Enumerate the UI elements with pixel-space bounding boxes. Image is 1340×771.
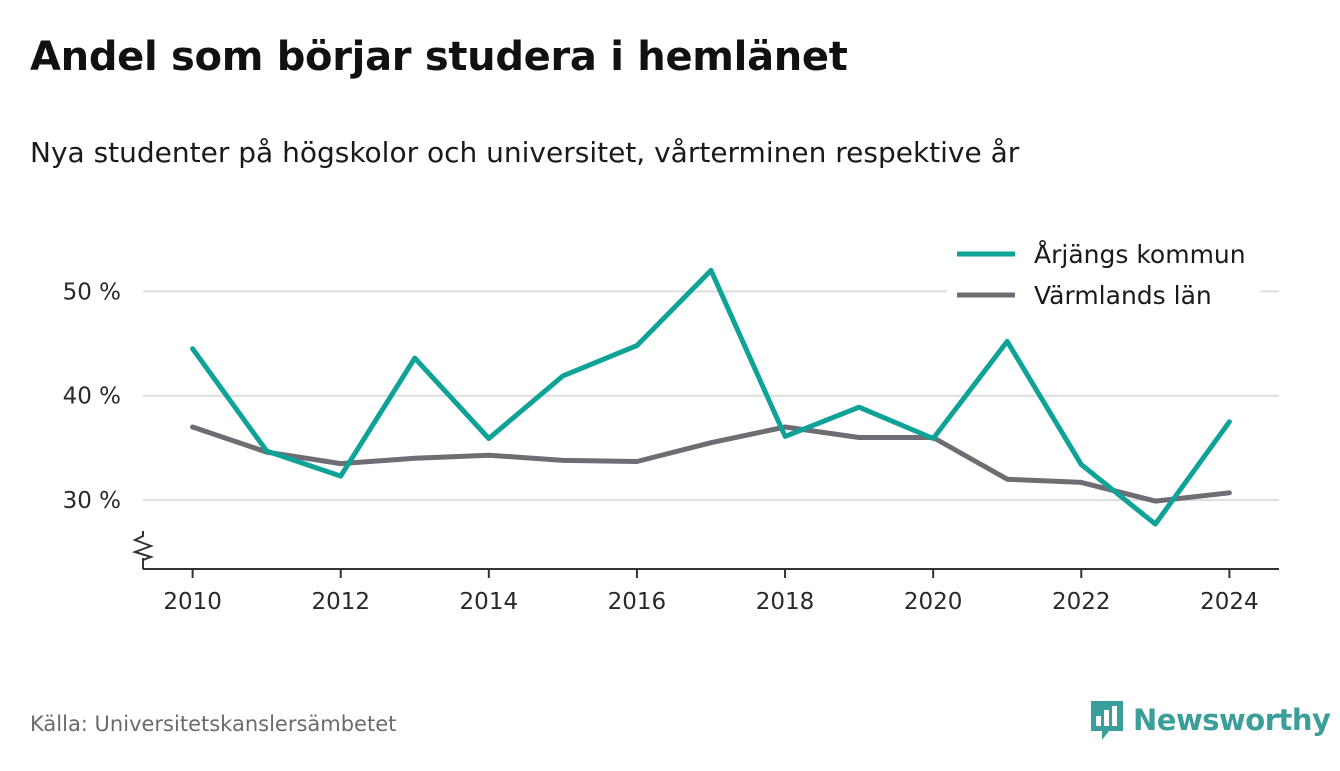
x-tick-label: 2012 bbox=[311, 589, 370, 615]
x-tick-label: 2022 bbox=[1052, 589, 1111, 615]
newsworthy-logo-icon bbox=[1091, 701, 1123, 740]
y-axis-break-icon bbox=[131, 531, 155, 569]
y-axis-ticks: 30 % 40 % 50 % bbox=[63, 279, 121, 514]
brand-logo[interactable]: Newsworthy bbox=[1089, 698, 1331, 742]
legend-label: Årjängs kommun bbox=[1034, 240, 1246, 269]
y-tick-label: 30 % bbox=[63, 488, 121, 514]
brand-name: Newsworthy bbox=[1133, 703, 1331, 737]
x-tick-label: 2014 bbox=[460, 589, 519, 615]
x-axis-ticks: 2010 2012 2014 2016 2018 2020 2022 2024 bbox=[163, 569, 1259, 615]
series-lines bbox=[190, 267, 1232, 527]
series-line-2 bbox=[190, 424, 1232, 504]
x-tick-label: 2016 bbox=[608, 589, 667, 615]
chart-title: Andel som börjar studera i hemlänet bbox=[30, 34, 848, 80]
legend-label: Värmlands län bbox=[1034, 281, 1212, 310]
y-tick-label: 40 % bbox=[63, 384, 121, 410]
chart-subtitle: Nya studenter på högskolor och universit… bbox=[30, 136, 1020, 169]
x-tick-label: 2018 bbox=[756, 589, 815, 615]
y-tick-label: 50 % bbox=[63, 279, 121, 305]
series-line-1 bbox=[190, 267, 1232, 527]
x-tick-label: 2010 bbox=[163, 589, 222, 615]
x-tick-label: 2020 bbox=[904, 589, 963, 615]
legend: Årjängs kommun Värmlands län bbox=[947, 234, 1260, 310]
source-note: Källa: Universitetskanslersämbetet bbox=[30, 712, 397, 736]
x-tick-label: 2024 bbox=[1200, 589, 1259, 615]
axes bbox=[131, 531, 1279, 570]
